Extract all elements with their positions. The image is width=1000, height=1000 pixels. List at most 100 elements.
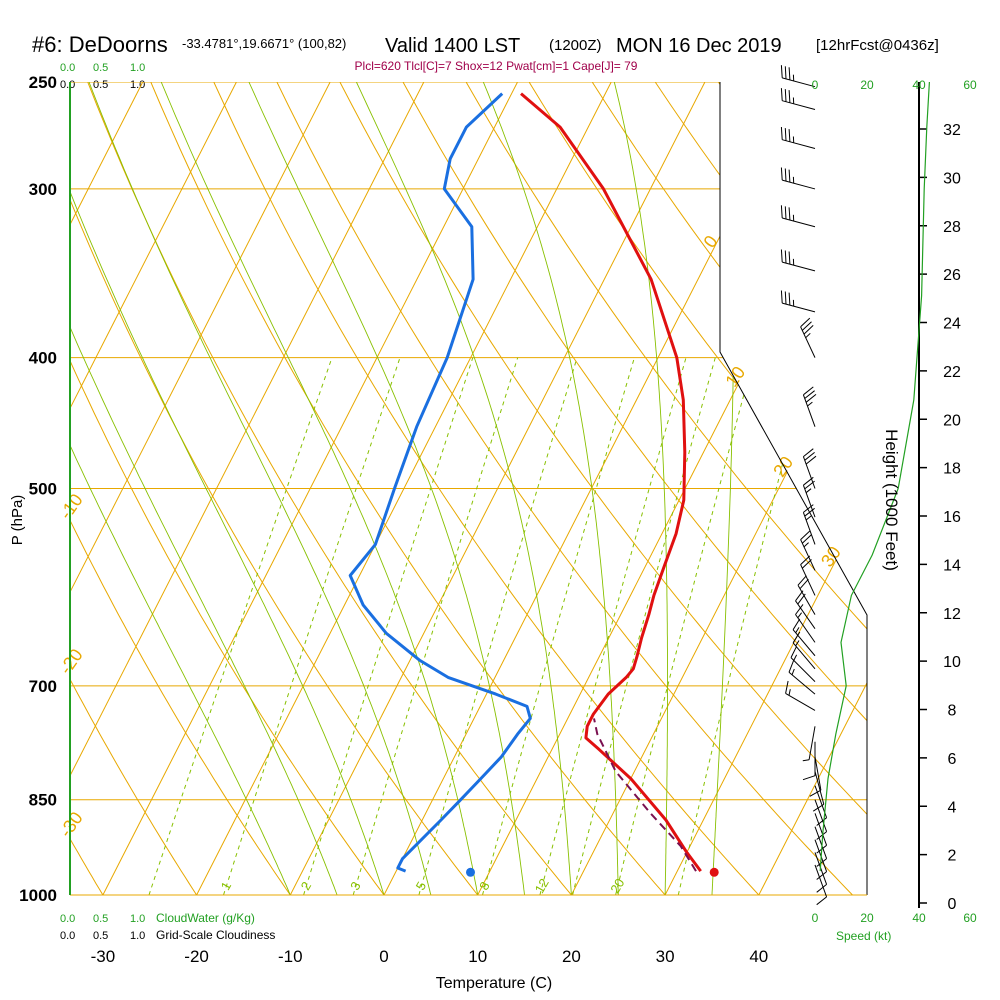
wind-barb-feather	[816, 831, 827, 840]
p-tick-label: 850	[29, 791, 57, 810]
dry-adiabat	[150, 82, 666, 895]
wind-barb-feather	[801, 559, 812, 569]
cloud-scale-bottom-black-1: 0.5	[93, 930, 108, 942]
cloudiness-label: Grid-Scale Cloudiness	[156, 928, 275, 942]
height-tick-label: 12	[943, 606, 961, 623]
wind-barb-staff	[790, 657, 816, 682]
p-tick-label: 1000	[19, 886, 57, 905]
wind-barb-staff	[782, 302, 816, 313]
wind-barb	[795, 604, 816, 643]
wind-speed-profile	[819, 81, 930, 872]
wind-barb-feather	[804, 452, 815, 461]
mixing-ratio-label: 3	[347, 879, 364, 893]
wind-barb-staff	[782, 100, 816, 110]
wind-barb-feather	[804, 507, 815, 517]
wind-barb-staff	[802, 456, 816, 489]
wind-barb	[802, 504, 816, 545]
cloud-scale-top: 0.0 0.5 1.0 0.0 0.5 1.0	[60, 62, 145, 91]
cloud-scale-bottom: 0.0 0.5 1.0 CloudWater (g/Kg) 0.0 0.5 1.…	[60, 911, 275, 942]
wind-barb-feather	[788, 169, 791, 183]
wind-barb	[790, 646, 816, 682]
wind-barb-feather	[784, 89, 787, 102]
height-tick-label: 26	[943, 267, 961, 284]
wind-barb-feather	[816, 858, 827, 867]
p-tick-label: 400	[29, 349, 57, 368]
wind-barb-staff	[788, 671, 816, 695]
mixing-ratio-line	[303, 357, 474, 895]
wind-barb-staff	[782, 139, 816, 149]
wind-barb-staff	[792, 642, 816, 670]
wind-barb-feather	[784, 66, 787, 79]
x-tick-label: 40	[749, 947, 768, 966]
isotherm-label: -30	[55, 808, 86, 841]
wind-barb-staff	[782, 261, 816, 272]
wind-barb-half-feather	[795, 640, 800, 647]
wind-barb-half-feather	[805, 488, 812, 494]
isotherm-line	[70, 82, 237, 895]
wind-barb-half-feather	[791, 668, 795, 676]
wind-barb-staff	[782, 179, 816, 190]
wind-barb-feather	[784, 168, 787, 182]
height-tick-label: 30	[943, 170, 961, 187]
mixing-ratio-line	[482, 357, 635, 895]
isotherm-line	[664, 82, 867, 895]
wind-barb-feather	[788, 251, 791, 265]
wind-barb-staff	[814, 826, 828, 859]
wind-barb-feather	[795, 604, 804, 615]
wind-barb-feather	[797, 575, 807, 586]
y-axis-label: P (hPa)	[9, 495, 26, 546]
x-tick-label: 10	[468, 947, 487, 966]
wind-barb-staff	[800, 326, 816, 358]
dewpoint-trace	[348, 92, 532, 873]
isotherm-label: 10	[721, 363, 749, 391]
isotherm-line	[70, 82, 331, 895]
plot-outline	[719, 82, 868, 895]
wind-barb-half-feather	[805, 332, 811, 339]
wind-barb-feather	[780, 88, 783, 101]
chart-title-valid: Valid 1400 LST	[385, 35, 520, 57]
wind-barb-feather	[792, 631, 801, 644]
height-tick-label: 0	[948, 896, 957, 913]
x-tick-label: -10	[278, 947, 303, 966]
wind-barb-half-feather	[805, 515, 812, 521]
cloud-scale-bottom-black-2: 1.0	[130, 930, 145, 942]
moist-adiabat	[70, 82, 338, 895]
wind-barb-staff	[795, 614, 816, 643]
dry-adiabat	[971, 82, 1000, 895]
wind-barb	[800, 530, 816, 571]
mixing-ratio-line	[539, 357, 687, 895]
mixing-ratio-label: 1	[218, 879, 235, 893]
mixing-ratio-label: 12	[532, 876, 552, 896]
wind-barb-staff	[814, 864, 828, 898]
wind-barb-staff	[802, 394, 816, 427]
wind-barb-feather	[788, 129, 791, 142]
chart-title-coords: -33.4781°,19.6671° (100,82)	[182, 36, 346, 51]
mixing-ratio-line	[418, 357, 578, 895]
x-tick-label: 30	[656, 947, 675, 966]
wind-barb	[780, 65, 816, 88]
wind-barb	[802, 448, 817, 489]
isotherm-line	[289, 82, 706, 895]
wind-barb-feather	[800, 555, 811, 565]
height-tick-label: 22	[943, 364, 961, 381]
wind-barb	[788, 660, 816, 695]
chart-title-station: #6: DeDoorns	[32, 32, 168, 57]
wind-barb-staff	[782, 217, 816, 228]
mixing-ratio-line	[572, 357, 716, 895]
dry-adiabat	[0, 82, 9, 895]
p-tick-label: 500	[29, 480, 57, 499]
dry-adiabat	[844, 82, 867, 895]
wind-barb-feather	[816, 896, 827, 906]
dry-adiabat	[213, 82, 760, 895]
wind-barb	[792, 631, 816, 670]
wind-barb-feather	[780, 167, 783, 181]
wind-barb-feather	[812, 803, 825, 812]
mixing-ratio-line	[615, 357, 755, 895]
dry-adiabat	[70, 82, 198, 895]
wind-barb-staff	[797, 584, 816, 615]
wind-barb-staff	[782, 77, 816, 88]
dry-adiabat	[276, 82, 853, 895]
mixing-ratio-line	[352, 357, 519, 895]
speed-scale-bottom-label: 40	[912, 911, 926, 925]
